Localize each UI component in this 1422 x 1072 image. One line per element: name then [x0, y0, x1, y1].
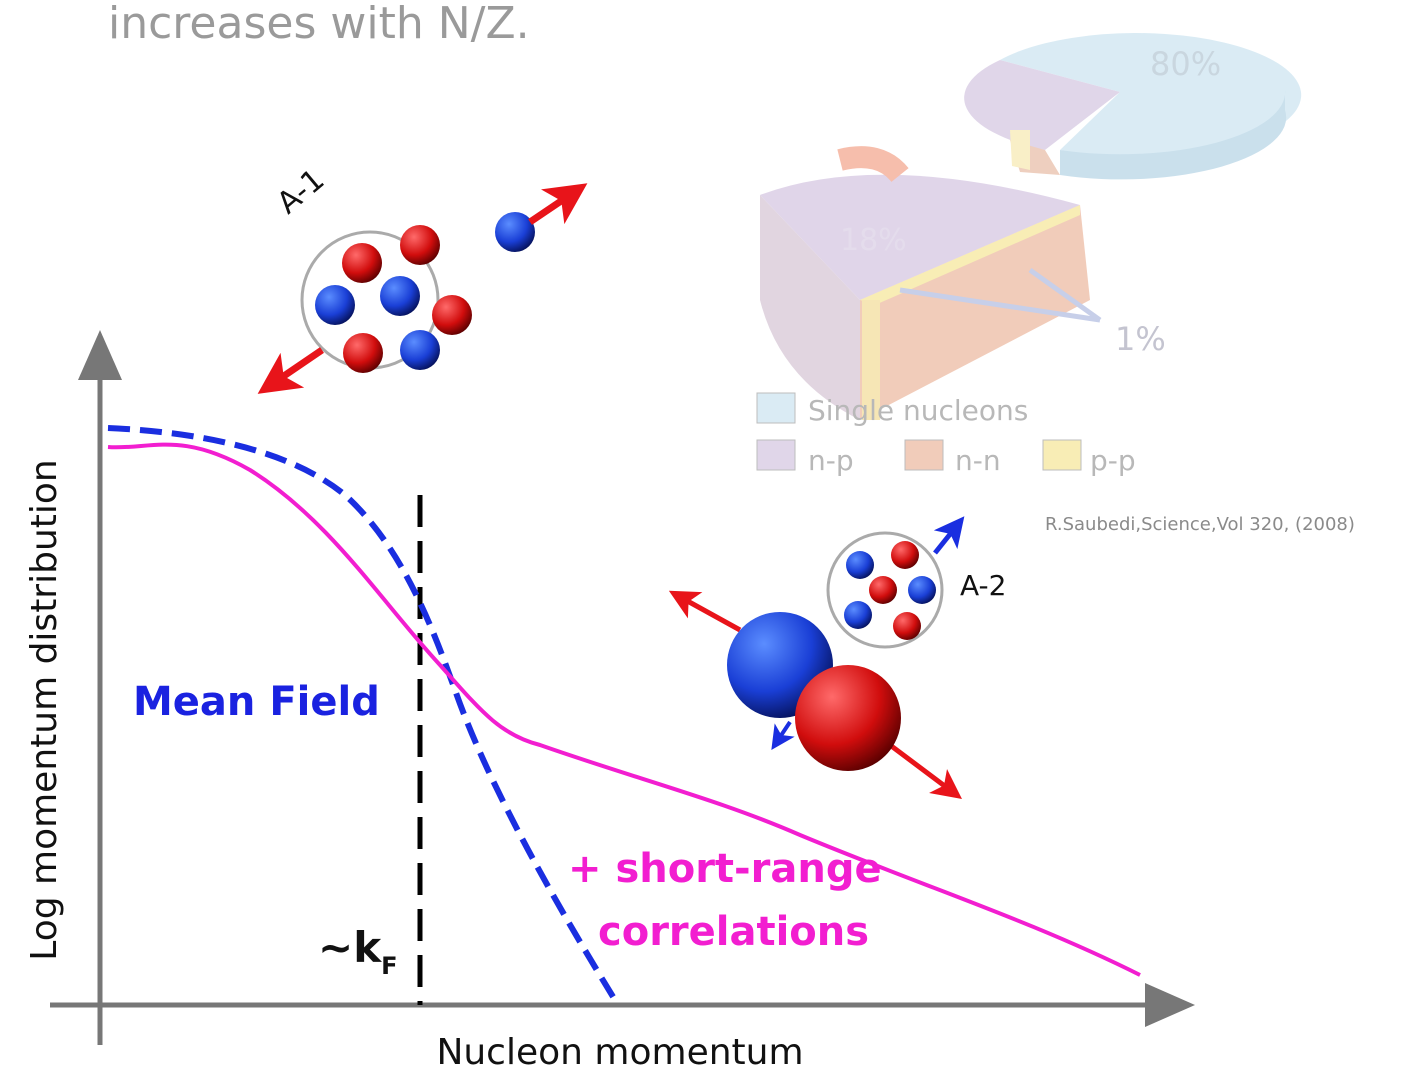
arrow [778, 722, 790, 740]
pie-label: 18% [840, 223, 907, 258]
nucleus-label: A-2 [960, 569, 1006, 602]
src-label: correlations [598, 909, 869, 955]
src-label: + short-range [568, 846, 882, 892]
x-label: Nucleon momentum [436, 1032, 803, 1072]
axis-arrow [1145, 983, 1195, 1027]
y-label: Log momentum distribution [24, 459, 65, 960]
mean-field-label: Mean Field [133, 679, 380, 725]
legend-label: Single nucleons [808, 394, 1028, 427]
fermi-k: ~k [318, 923, 382, 972]
arrow [935, 528, 955, 553]
heading: increases with N/Z. [108, 0, 530, 49]
legend-label: n-n [955, 444, 1001, 477]
fermi-label: ~kF [318, 923, 398, 980]
legend-label: p-p [1090, 444, 1136, 477]
slide: increases with N/Z. 80% 18% 1% Single nu… [0, 0, 1422, 1072]
pie-label: 1% [1115, 320, 1166, 358]
proton [795, 665, 901, 771]
arrow [890, 745, 950, 790]
pie-label: 80% [1150, 45, 1221, 83]
arrow [530, 195, 570, 222]
arrow [275, 350, 322, 382]
nucleus-label: A-1 [271, 162, 332, 221]
citation: R.Saubedi,Science,Vol 320, (2008) [1045, 514, 1355, 535]
fermi-sub: F [381, 952, 397, 980]
arrow [682, 598, 740, 630]
legend-label: n-p [808, 444, 854, 477]
axis-arrow [78, 330, 122, 380]
